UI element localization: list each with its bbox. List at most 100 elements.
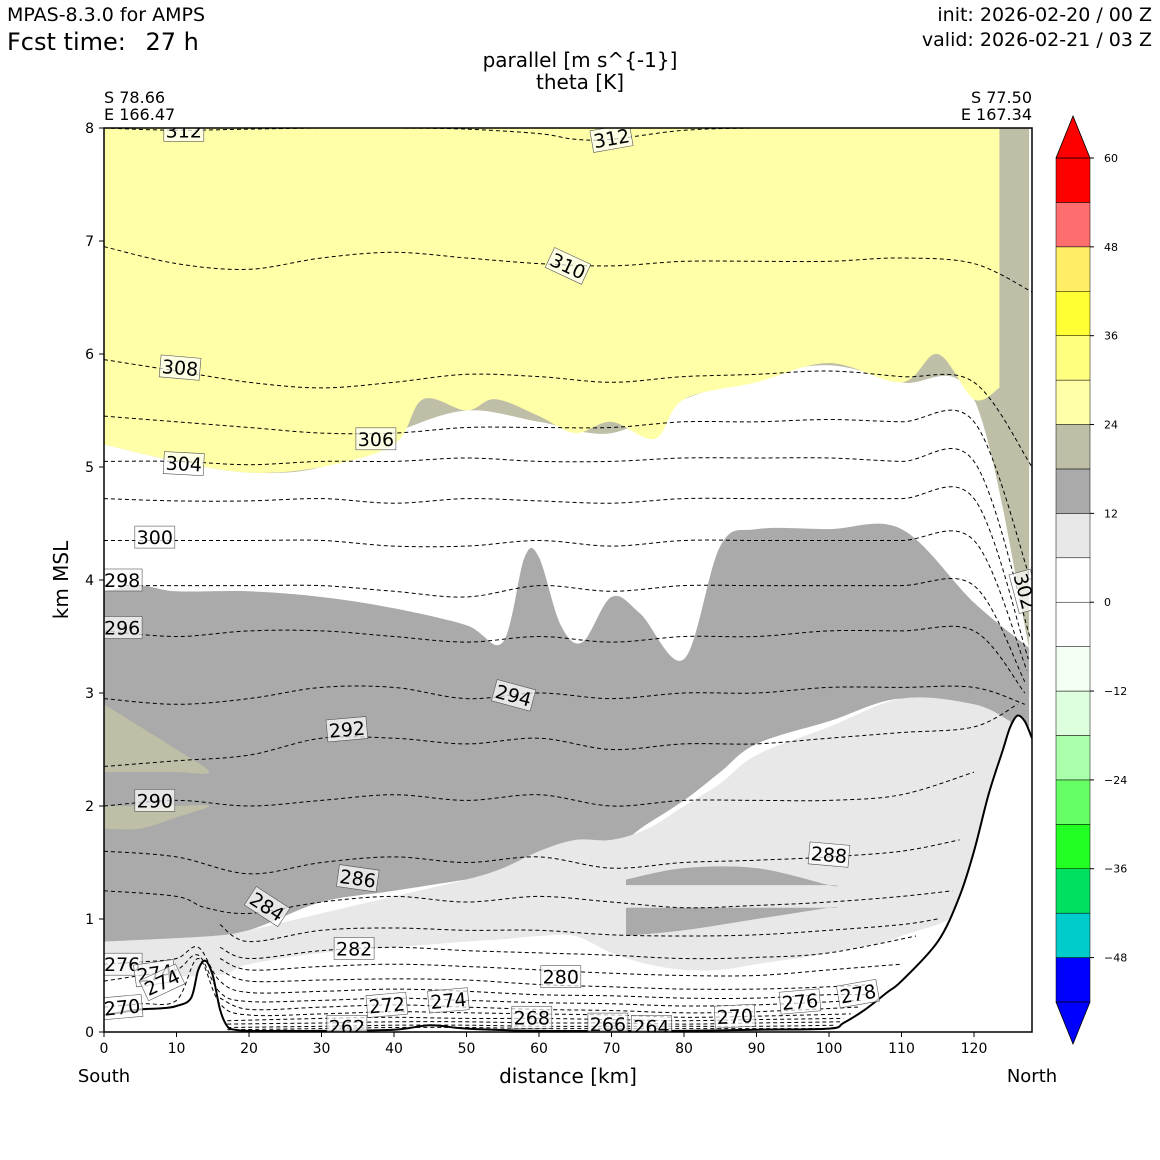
start-lon-label: E 166.47 — [104, 105, 175, 124]
contour-label-text: 262 — [329, 1016, 365, 1038]
colorbar-segment — [1055, 957, 1091, 1003]
theta-contour-300 — [104, 530, 1028, 671]
theta-contour-296 — [104, 625, 1026, 694]
theta-contour-312 — [104, 128, 1032, 141]
contour-label-box — [134, 525, 176, 549]
colorbar-over-arrow — [1055, 114, 1091, 159]
contour-label-layer: 312 3123103083063043023002982962942922902… — [103, 120, 1032, 1038]
contour-label-text: 312 — [166, 120, 202, 142]
colorbar-segment — [1055, 202, 1091, 248]
theta-contour-280 — [219, 958, 902, 977]
colorbar: 60 48 36 24 12 0 −12 −24 −36 −48 — [1055, 114, 1127, 1046]
contour-label: 308 — [158, 354, 202, 381]
contour-label: 276 — [104, 952, 143, 976]
terrain-outline — [104, 714, 1032, 1032]
x-tick-label: 50 — [458, 1041, 476, 1057]
contour-label: 274 — [427, 987, 470, 1014]
theta-contour-302 — [104, 486, 1029, 660]
contour-label-text: 296 — [104, 618, 140, 640]
terrain-layer — [104, 714, 1032, 1032]
contour-label: 266 — [587, 1012, 629, 1036]
x-tick-label: 0 — [100, 1041, 109, 1057]
colorbar-tick-label: −12 — [1104, 685, 1127, 698]
contour-label-box — [427, 987, 470, 1014]
colorbar-segment — [1055, 690, 1091, 736]
forecast-time-value: 27 h — [145, 28, 199, 56]
contour-label-box — [243, 886, 291, 928]
theta-contour-278 — [219, 969, 873, 990]
contour-label-box — [491, 679, 537, 712]
colorbar-segment — [1055, 824, 1091, 869]
theta-contour-290 — [104, 771, 975, 807]
colorbar-segment — [1055, 424, 1091, 470]
contour-label-text: 266 — [590, 1014, 626, 1036]
colorbar-segment — [1055, 246, 1091, 292]
contour-label-box — [365, 991, 409, 1018]
contour-label: 276 — [778, 988, 822, 1015]
contour-label-text: 308 — [161, 356, 199, 381]
colorbar-segment — [1055, 868, 1091, 914]
theta-contour-274 — [104, 954, 862, 1007]
init-time: init: 2026-02-20 / 00 Z — [937, 4, 1152, 26]
colorbar-tick-label: −48 — [1104, 952, 1127, 965]
x-right-direction-label: North — [1007, 1066, 1057, 1087]
x-tick-label: 80 — [675, 1041, 693, 1057]
contour-label-text: 304 — [165, 453, 202, 477]
theta-contour-286 — [104, 890, 953, 915]
contour-label-text: 280 — [543, 967, 579, 989]
contour-label-box — [836, 978, 880, 1009]
contour-label: 288 — [807, 841, 851, 868]
x-tick-label: 70 — [603, 1041, 621, 1057]
x-tick-label: 100 — [816, 1041, 843, 1057]
contour-label-text: 306 — [358, 429, 394, 451]
end-lon-label: E 167.34 — [961, 105, 1032, 124]
contour-label: 268 — [511, 1005, 553, 1029]
colorbar-segment — [1055, 335, 1091, 381]
wind-region-3 — [104, 704, 210, 830]
contour-label-box — [104, 616, 143, 639]
theta-contour-310 — [104, 246, 1032, 293]
colorbar-segment — [1055, 646, 1091, 692]
contour-label-text: 300 — [137, 527, 173, 549]
colorbar-segment — [1055, 468, 1091, 514]
contour-label: 298 — [104, 568, 143, 592]
end-lat-label: S 77.50 — [971, 88, 1032, 107]
theta-contour-276 — [104, 946, 866, 999]
contour-label: 264 — [631, 1015, 672, 1032]
contour-label-text: 286 — [338, 866, 377, 893]
contour-label-text: 298 — [104, 570, 140, 592]
contour-label: 280 — [540, 965, 582, 989]
contour-label-box — [807, 841, 851, 868]
colorbar-tick-label: −24 — [1104, 774, 1127, 787]
contour-label-box — [631, 1015, 672, 1032]
wind-fill-layer — [104, 128, 1030, 977]
contour-label-box — [134, 789, 176, 812]
y-tick-label: 8 — [85, 121, 94, 137]
contour-label-text: 282 — [336, 938, 372, 960]
contour-label-box — [104, 994, 144, 1021]
colorbar-tick-label: 36 — [1104, 330, 1118, 343]
contour-label: 312 — [163, 120, 205, 142]
theta-contour-298 — [104, 578, 1026, 682]
theta-contour-284 — [219, 918, 938, 943]
chart-title-line2: theta [K] — [536, 70, 624, 94]
colorbar-under-arrow — [1055, 1001, 1091, 1046]
y-tick-label: 7 — [85, 234, 94, 250]
contour-label-text: 270 — [103, 996, 141, 1021]
contour-label-box — [158, 354, 202, 381]
wind-region-1 — [104, 128, 1000, 473]
contour-label-box — [336, 864, 380, 893]
colorbar-segment — [1055, 735, 1091, 781]
x-tick-label: 120 — [961, 1041, 988, 1057]
x-axis: 0 10 20 30 40 50 60 70 80 90 100 110 120 — [100, 1032, 988, 1057]
colorbar-tick-label: 24 — [1104, 419, 1118, 432]
contour-label-box — [1008, 568, 1032, 614]
contour-label: 290 — [134, 789, 176, 812]
y-tick-label: 5 — [85, 460, 94, 476]
theta-contour-304 — [104, 448, 1031, 637]
contour-label-box — [326, 1015, 368, 1032]
colorbar-segment — [1055, 291, 1091, 336]
colorbar-tick-label: 12 — [1104, 507, 1118, 520]
x-tick-label: 10 — [168, 1041, 186, 1057]
theta-contour-306 — [104, 409, 1031, 581]
